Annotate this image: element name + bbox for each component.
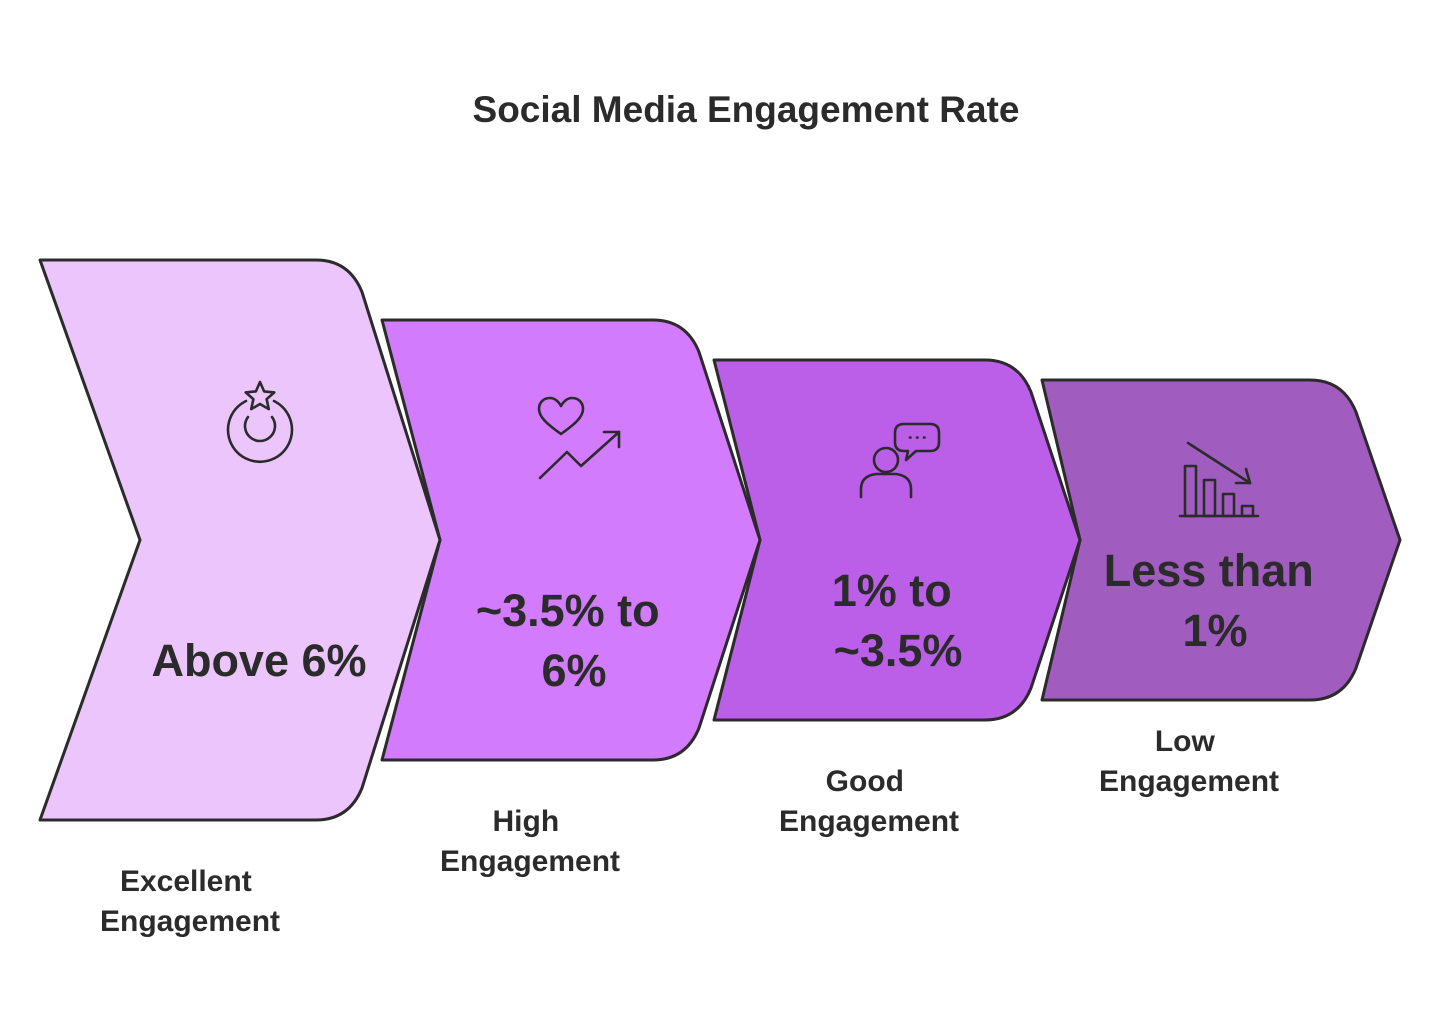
svg-text:Low Engagement: Low Engagement — [1099, 725, 1279, 798]
medal-star-icon — [226, 380, 294, 463]
stage-low: Less than 1% Low Engagement — [1040, 378, 1402, 798]
stage-low-value-line2: 1% — [1182, 605, 1247, 656]
stage-high-label-line1: High — [493, 805, 560, 838]
stage-good-label-line1: Good — [826, 765, 904, 798]
stage-good: 1% to ~3.5% Good Engagement — [712, 358, 1082, 838]
stage-excellent-arrow — [38, 258, 442, 822]
stage-low-label-line1: Low — [1155, 725, 1216, 758]
stage-excellent: Above 6% Excellent Engagement — [38, 258, 442, 938]
svg-text:Good Engagement: Good Engagement — [779, 765, 959, 838]
stage-high-label-line2: Engagement — [440, 845, 620, 878]
svg-text:~3.5% to 6%: ~3.5% to 6% — [476, 585, 672, 696]
svg-text:1% to ~3.5%: 1% to ~3.5% — [832, 565, 965, 676]
stage-high-value-line1: ~3.5% to — [476, 585, 660, 636]
stage-high-value-line2: 6% — [541, 645, 606, 696]
stage-excellent-value: Above 6% — [151, 635, 366, 686]
stage-good-value-line2: ~3.5% — [834, 625, 963, 676]
stage-excellent-label-line1: Excellent — [120, 865, 252, 898]
svg-text:Less than 1%: Less than 1% — [1104, 545, 1327, 656]
stage-low-value-line1: Less than — [1104, 545, 1314, 596]
stage-high-arrow — [380, 318, 762, 762]
stage-good-value-line1: 1% to — [832, 565, 952, 616]
person-speech-bubble-icon — [859, 422, 941, 499]
stage-good-label-line2: Engagement — [779, 805, 959, 838]
stage-low-label-line2: Engagement — [1099, 765, 1279, 798]
bar-chart-down-icon — [1178, 441, 1260, 518]
stage-low-arrow — [1040, 378, 1402, 702]
diagram-title: Social Media Engagement Rate — [473, 89, 1020, 130]
stage-excellent-label-line2: Engagement — [100, 905, 280, 938]
svg-text:Excellent Engagement: Excellent Engagement — [100, 865, 280, 938]
svg-text:High Engagement: High Engagement — [440, 805, 620, 878]
heart-trend-up-icon — [537, 396, 621, 480]
stage-good-arrow — [712, 358, 1082, 722]
stage-high: ~3.5% to 6% High Engagement — [380, 318, 762, 878]
